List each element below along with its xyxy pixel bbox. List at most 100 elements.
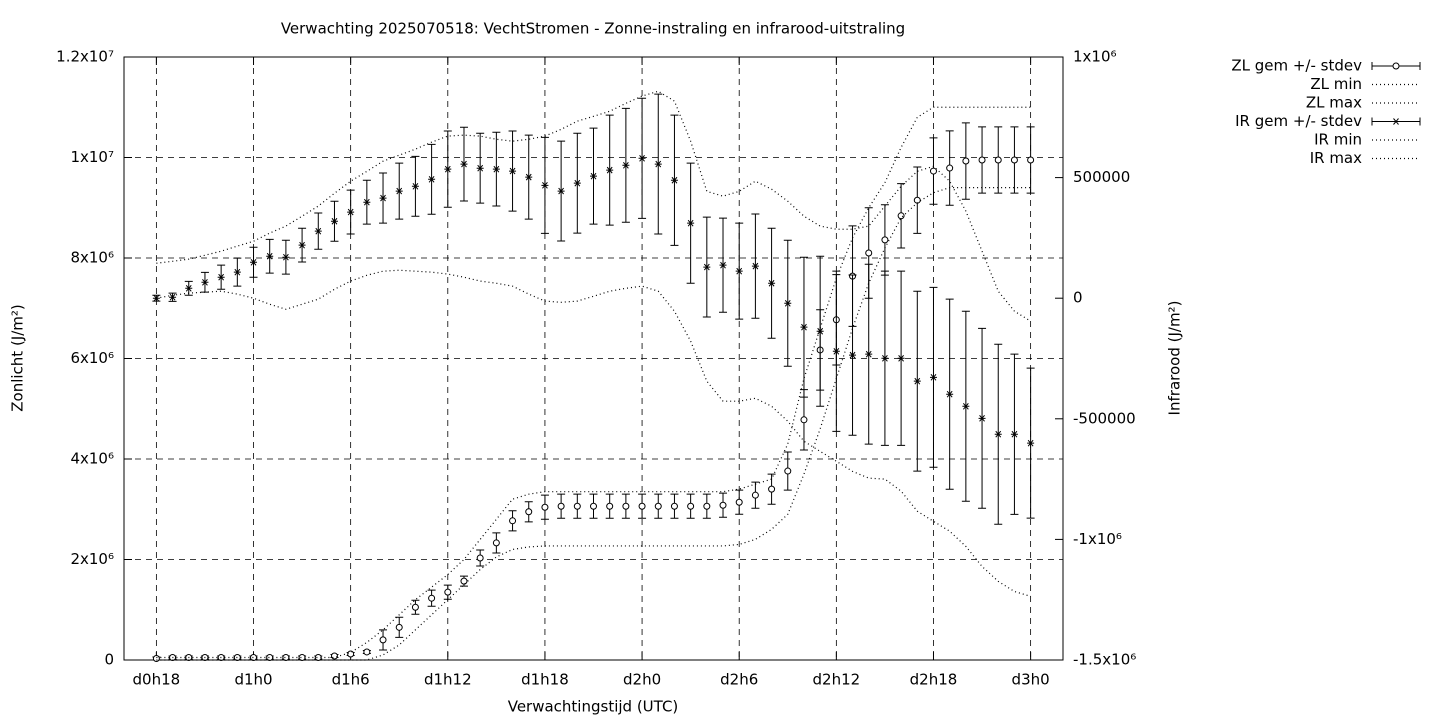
- marker: [379, 194, 387, 202]
- marker: [233, 268, 241, 276]
- marker: [444, 165, 452, 173]
- marker: [444, 588, 452, 596]
- x-tick-label: d2h6: [720, 671, 758, 689]
- y2-tick-label: 0: [1073, 289, 1083, 307]
- marker: [492, 165, 500, 173]
- x-tick-label: d1h12: [424, 671, 472, 689]
- legend-label: IR max: [1310, 149, 1362, 167]
- y2-tick-label: -1.5x10⁶: [1073, 651, 1136, 669]
- marker: [962, 402, 970, 410]
- marker: [897, 212, 905, 220]
- y-tick-label: 4x10⁶: [70, 450, 114, 468]
- marker: [994, 430, 1002, 438]
- marker: [654, 502, 662, 510]
- marker: [978, 156, 986, 164]
- marker: [735, 267, 743, 275]
- marker: [638, 502, 646, 510]
- marker: [492, 539, 500, 547]
- marker: [768, 485, 776, 493]
- legend-label: IR gem +/- stdev: [1235, 112, 1362, 130]
- legend-label: IR min: [1314, 131, 1362, 149]
- marker: [1027, 439, 1035, 447]
- marker: [768, 279, 776, 287]
- marker: [152, 654, 160, 662]
- marker: [266, 653, 274, 661]
- x-axis-label: Verwachtingstijd (UTC): [508, 698, 679, 716]
- marker: [185, 284, 193, 292]
- marker: [395, 187, 403, 195]
- marker: [476, 554, 484, 562]
- y-tick-label: 1x10⁷: [70, 148, 114, 166]
- marker: [314, 653, 322, 661]
- x-tick-label: d0h18: [133, 671, 181, 689]
- marker: [946, 164, 954, 172]
- marker: [849, 351, 857, 359]
- marker: [703, 263, 711, 271]
- marker: [541, 503, 549, 511]
- marker: [330, 652, 338, 660]
- marker: [719, 261, 727, 269]
- marker: [881, 236, 889, 244]
- x-tick-label: d2h18: [910, 671, 958, 689]
- marker: [719, 501, 727, 509]
- marker: [946, 390, 954, 398]
- marker: [865, 350, 873, 358]
- x-tick-label: d1h6: [332, 671, 370, 689]
- marker: [670, 176, 678, 184]
- y2-axis-label: Infrarood (J/m²): [1166, 301, 1184, 416]
- marker: [379, 636, 387, 644]
- y-tick-label: 8x10⁶: [70, 249, 114, 267]
- marker: [590, 502, 597, 510]
- marker: [897, 354, 905, 362]
- marker: [978, 414, 986, 422]
- marker: [509, 517, 517, 525]
- marker: [282, 253, 290, 261]
- range-line: [156, 187, 1031, 661]
- marker: [460, 577, 468, 585]
- legend-marker: [1392, 118, 1400, 125]
- marker: [525, 173, 533, 181]
- marker: [881, 354, 889, 362]
- marker: [428, 175, 436, 183]
- marker: [1010, 430, 1018, 438]
- y2-tick-label: 1x10⁶: [1073, 48, 1117, 66]
- marker: [557, 502, 565, 510]
- range-line: [156, 90, 1031, 322]
- y-tick-label: 0: [104, 651, 114, 669]
- legend-label: ZL gem +/- stdev: [1231, 57, 1362, 75]
- marker: [800, 416, 808, 424]
- marker: [784, 299, 792, 307]
- marker: [784, 467, 792, 475]
- marker: [428, 594, 436, 602]
- y-tick-label: 2x10⁶: [70, 550, 114, 568]
- marker: [816, 327, 824, 335]
- marker: [541, 181, 549, 189]
- y2-tick-label: -500000: [1073, 409, 1136, 427]
- marker: [703, 502, 711, 510]
- legend-marker: [1392, 62, 1400, 70]
- marker: [266, 252, 274, 260]
- marker: [687, 502, 695, 510]
- marker: [606, 502, 614, 510]
- marker: [395, 623, 403, 631]
- marker: [800, 323, 808, 331]
- marker: [460, 160, 468, 168]
- marker: [994, 156, 1002, 164]
- y-tick-label: 6x10⁶: [70, 349, 114, 367]
- marker: [687, 219, 695, 227]
- range-line: [156, 106, 1031, 659]
- marker: [832, 347, 840, 355]
- marker: [347, 650, 355, 658]
- y-tick-label: 1.2x10⁷: [56, 48, 114, 66]
- marker: [654, 160, 662, 168]
- x-tick-label: d1h18: [521, 671, 569, 689]
- y-axis-label: Zonlicht (J/m²): [9, 304, 27, 412]
- marker: [638, 154, 646, 162]
- marker: [622, 161, 630, 169]
- marker: [314, 227, 322, 235]
- marker: [913, 377, 921, 385]
- marker: [622, 502, 630, 510]
- marker: [590, 172, 597, 180]
- marker: [509, 167, 517, 175]
- x-tick-label: d2h0: [623, 671, 661, 689]
